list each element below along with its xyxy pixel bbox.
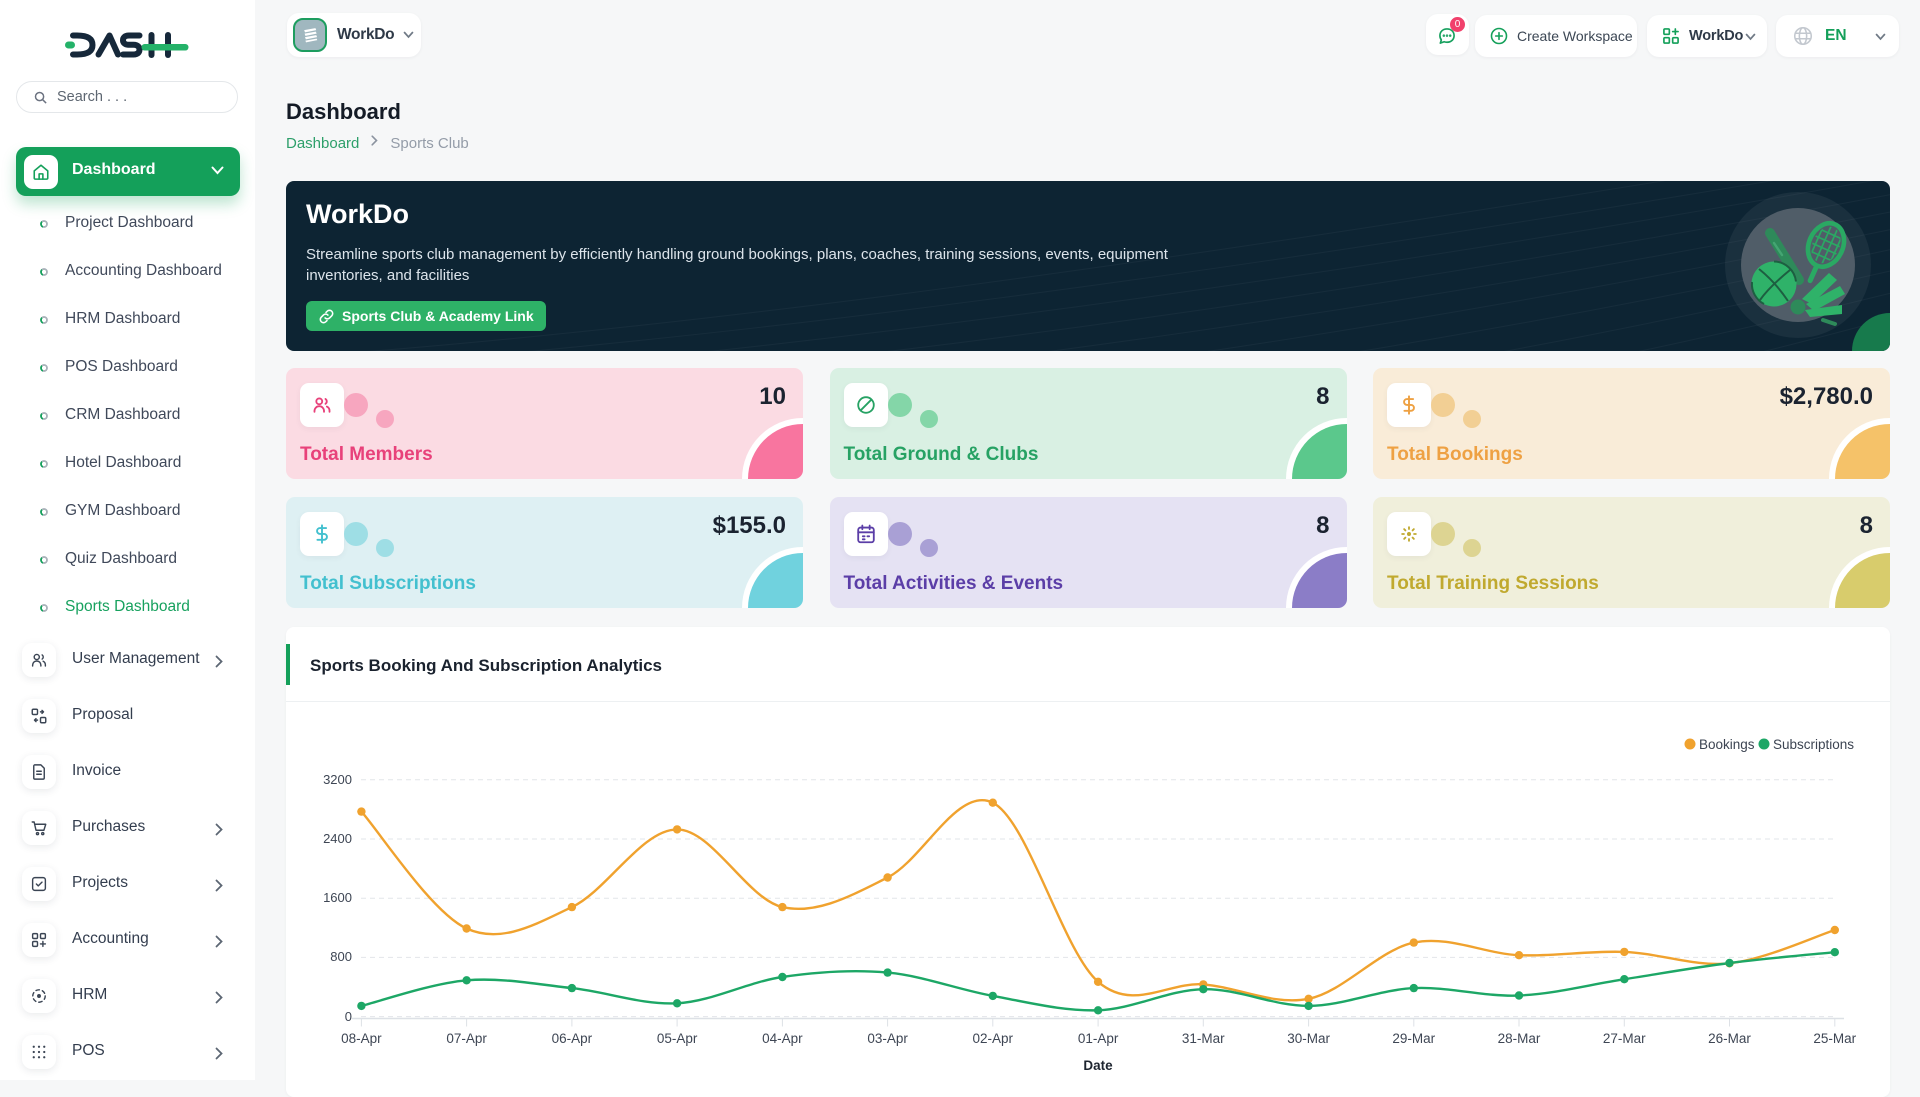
svg-text:08-Apr: 08-Apr: [341, 1031, 382, 1046]
svg-text:Bookings: Bookings: [1699, 737, 1755, 752]
svg-text:26-Mar: 26-Mar: [1708, 1031, 1751, 1046]
svg-text:25-Mar: 25-Mar: [1813, 1031, 1856, 1046]
svg-text:31-Mar: 31-Mar: [1182, 1031, 1225, 1046]
svg-text:1600: 1600: [323, 890, 352, 905]
svg-text:Date: Date: [1083, 1058, 1113, 1073]
svg-text:30-Mar: 30-Mar: [1287, 1031, 1330, 1046]
svg-text:3200: 3200: [323, 772, 352, 787]
svg-text:02-Apr: 02-Apr: [973, 1031, 1014, 1046]
svg-text:06-Apr: 06-Apr: [552, 1031, 593, 1046]
svg-text:800: 800: [330, 949, 352, 964]
svg-text:04-Apr: 04-Apr: [762, 1031, 803, 1046]
svg-text:Subscriptions: Subscriptions: [1773, 737, 1854, 752]
svg-text:0: 0: [345, 1009, 352, 1024]
svg-text:07-Apr: 07-Apr: [446, 1031, 487, 1046]
svg-text:29-Mar: 29-Mar: [1392, 1031, 1435, 1046]
svg-text:2400: 2400: [323, 831, 352, 846]
svg-text:03-Apr: 03-Apr: [867, 1031, 908, 1046]
svg-text:27-Mar: 27-Mar: [1603, 1031, 1646, 1046]
svg-text:28-Mar: 28-Mar: [1498, 1031, 1541, 1046]
svg-text:01-Apr: 01-Apr: [1078, 1031, 1119, 1046]
svg-text:05-Apr: 05-Apr: [657, 1031, 698, 1046]
